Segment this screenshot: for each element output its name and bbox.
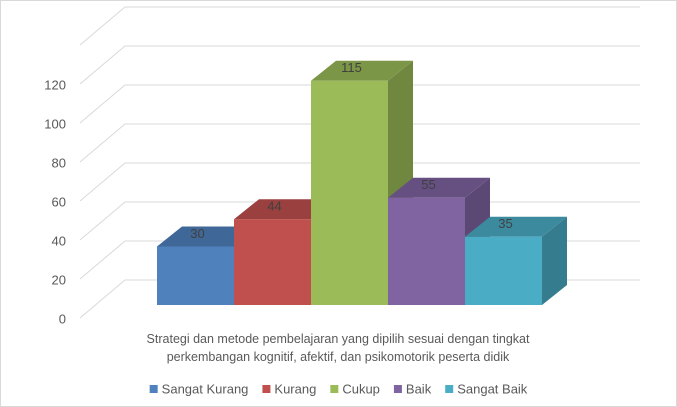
bar-top <box>388 177 490 198</box>
y-tick-label: 120 <box>44 77 66 92</box>
bar <box>157 246 234 305</box>
legend-swatch <box>149 385 158 393</box>
legend-swatch <box>262 385 271 393</box>
value-label: 55 <box>421 177 435 192</box>
bar <box>234 219 311 305</box>
grid-line <box>79 162 640 202</box>
y-tick-label: 20 <box>52 272 66 287</box>
legend-label: Sangat Baik <box>457 381 528 396</box>
value-label: 44 <box>267 199 281 214</box>
bar-side <box>542 216 567 305</box>
bar-top <box>157 226 259 247</box>
bar-top <box>311 60 413 81</box>
bar <box>311 80 388 305</box>
bar <box>388 197 465 305</box>
wall-top <box>79 6 640 46</box>
y-tick-label: 40 <box>52 233 66 248</box>
y-tick-label: 80 <box>52 155 66 170</box>
grid-line <box>79 123 640 163</box>
legend-swatch <box>330 385 339 393</box>
value-label: 115 <box>341 60 362 75</box>
legend-label: Sangat Kurang <box>162 381 249 396</box>
y-tick-label: 0 <box>59 311 66 326</box>
y-tick-label: 60 <box>52 194 66 209</box>
legend-swatch <box>445 385 454 393</box>
legend-label: Kurang <box>274 381 316 396</box>
grid-line <box>79 45 640 85</box>
y-tick-label: 100 <box>44 116 66 131</box>
legend-swatch <box>393 385 402 393</box>
bar <box>465 236 542 305</box>
grid-line <box>79 84 640 124</box>
bar-top <box>465 216 567 237</box>
category-label: Strategi dan metode pembelajaran yang di… <box>146 332 530 364</box>
value-label: 30 <box>190 226 204 241</box>
legend-label: Baik <box>406 381 432 396</box>
bar-top <box>234 199 336 220</box>
legend-label: Cukup <box>342 381 380 396</box>
value-label: 35 <box>498 216 512 231</box>
